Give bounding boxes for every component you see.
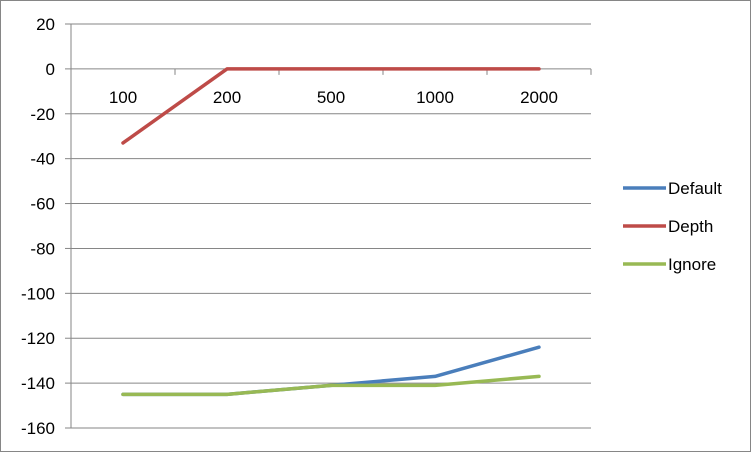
x-tick-label: 200 [213,88,241,107]
x-tick-label: 100 [109,88,137,107]
x-tick-label: 2000 [520,88,558,107]
y-tick-label: -80 [30,239,55,258]
series-line-ignore [121,374,541,397]
axes [65,23,592,429]
y-tick-label: 20 [36,15,55,34]
y-tick-label: -40 [30,150,55,169]
legend-label-ignore: Ignore [668,255,716,274]
y-tick-label: -160 [21,419,55,438]
legend: Default Depth Ignore [623,179,722,274]
series-line-default [121,345,541,397]
y-axis-tick-labels: 20 0 -20 -40 -60 -80 -100 -120 -140 -160 [21,15,55,438]
x-tick-label: 1000 [416,88,454,107]
gridlines [71,23,591,429]
y-tick-label: -140 [21,374,55,393]
legend-label-depth: Depth [668,217,713,236]
x-axis-tick-labels: 100 200 500 1000 2000 [109,88,558,107]
legend-label-default: Default [668,179,722,198]
y-tick-label: -100 [21,284,55,303]
y-tick-label: 0 [46,60,55,79]
series-lines [121,67,541,397]
x-tick-label: 500 [317,88,345,107]
y-tick-label: -120 [21,329,55,348]
y-tick-label: -60 [30,195,55,214]
y-tick-label: -20 [30,105,55,124]
series-line-depth [121,67,541,145]
